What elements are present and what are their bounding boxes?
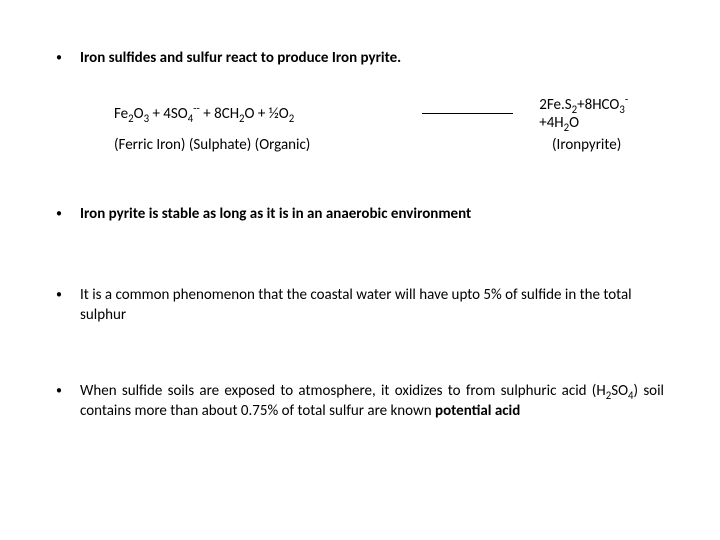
eq-t: +4H [539, 114, 563, 132]
bullet-3-text: It is a common phenomenon that the coast… [80, 285, 664, 326]
eq-t: + 8CH [200, 105, 239, 123]
eq-t: O [569, 114, 579, 132]
b4-bold: potential acid [435, 402, 520, 420]
bullet-4-text: When sulfide soils are exposed to atmosp… [80, 381, 664, 422]
eq-sup: - [625, 93, 628, 106]
labels-left: (Ferric Iron) (Sulphate) (Organic) [114, 136, 432, 154]
bullet-marker: • [56, 381, 80, 422]
bullet-marker: • [56, 285, 80, 326]
bullet-4: • When sulfide soils are exposed to atmo… [56, 381, 664, 422]
reaction-arrow [422, 113, 513, 115]
eq-t: Fe [114, 105, 128, 123]
b4-prefix: When sulfide soils are exposed to atmosp… [80, 382, 606, 400]
bullet-marker: • [56, 204, 80, 224]
eq-sub: 2 [289, 112, 294, 125]
equation-row: Fe2O3 + 4SO4-- + 8CH2O + ½O2 2Fe.S2+8HCO… [114, 96, 664, 132]
bullet-1-text: Iron sulfides and sulfur react to produc… [80, 48, 664, 68]
equation-reactants: Fe2O3 + 4SO4-- + 8CH2O + ½O2 [114, 105, 422, 123]
bullet-1: • Iron sulfides and sulfur react to prod… [56, 48, 664, 68]
equation-block: Fe2O3 + 4SO4-- + 8CH2O + ½O2 2Fe.S2+8HCO… [114, 96, 664, 154]
eq-t: O [134, 105, 144, 123]
bullet-2-text: Iron pyrite is stable as long as it is i… [80, 204, 664, 224]
equation-products: 2Fe.S2+8HCO3-+4H2O [539, 96, 664, 132]
equation-labels-row: (Ferric Iron) (Sulphate) (Organic) (Iron… [114, 136, 664, 154]
eq-t: +8HCO [577, 96, 619, 114]
b4-mid: SO [611, 382, 628, 400]
eq-sup: -- [193, 102, 200, 115]
bullet-marker: • [56, 48, 80, 68]
bullet-3: • It is a common phenomenon that the coa… [56, 285, 664, 326]
eq-t: O + ½O [245, 105, 289, 123]
eq-t: 2Fe.S [539, 96, 571, 114]
eq-t: + 4SO [149, 105, 188, 123]
bullet-2: • Iron pyrite is stable as long as it is… [56, 204, 664, 224]
labels-right: (Ironpyrite) [552, 136, 621, 154]
